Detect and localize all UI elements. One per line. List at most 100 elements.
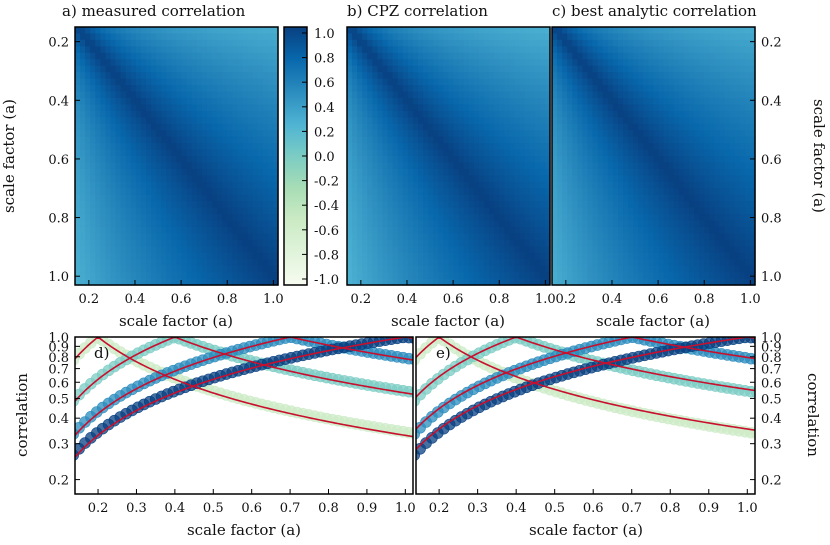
heatmap-cell [473,207,480,215]
heatmap-cell [146,117,152,125]
heatmap-cell [252,110,259,118]
heatmap-cell [694,33,700,41]
heatmap-cell [714,97,721,105]
heatmap-cell [125,149,132,157]
heatmap-cell [352,52,358,60]
heatmap-cell [130,239,137,247]
heatmap-cell [653,156,660,164]
heatmap-cell [597,162,604,170]
x-tick-label: 0.8 [694,292,715,307]
heatmap-cell [267,239,274,247]
heatmap-cell [120,123,127,131]
heatmap-cell [643,194,650,202]
heatmap-cell [509,72,516,80]
heatmap-cell [628,207,634,215]
heatmap-cell [567,149,573,157]
heatmap-cell [504,265,510,273]
heatmap-cell [567,91,573,99]
heatmap-cell [617,259,624,267]
heatmap-cell [514,130,521,138]
heatmap-cell [196,85,203,93]
heatmap-cell [648,117,655,125]
heatmap-cell [744,207,751,215]
heatmap-cell [140,59,147,67]
heatmap-cell [267,91,274,99]
heatmap-cell [577,130,584,138]
y-tick-label: 0.8 [761,212,782,227]
heatmap-cell [85,162,91,170]
heatmap-cell [749,59,756,67]
heatmap-cell [161,239,167,247]
heatmap-cell [387,252,394,260]
heatmap-cell [115,194,122,202]
heatmap-cell [125,259,132,267]
heatmap-cell [658,156,665,164]
heatmap-cell [739,194,746,202]
heatmap-cell [181,130,188,138]
heatmap-cell [438,168,445,176]
heatmap-cell [552,149,558,157]
heatmap-cell [252,33,259,41]
heatmap-cell [643,117,650,125]
heatmap-cell [673,201,680,209]
heatmap-cell [272,194,279,202]
heatmap-cell [683,110,690,118]
heatmap-cell [534,194,541,202]
colorbar-ticks: 1.00.80.60.40.20.0-0.2-0.4-0.6-0.8-1.0 [302,27,339,288]
heatmap-cell [648,130,655,138]
heatmap-cell [448,265,455,273]
heatmap-cell [638,104,644,112]
heatmap-cell [648,91,655,99]
heatmap-cell [232,136,238,144]
heatmap-cell [478,162,485,170]
heatmap-cell [463,59,470,67]
heatmap-cell [201,226,208,234]
heatmap-cell [428,33,434,41]
heatmap-cell [140,156,147,164]
heatmap-cell [729,207,736,215]
heatmap-cell [709,278,715,286]
heatmap-cell [448,59,455,67]
x-tick-label: 0.2 [350,292,371,307]
heatmap-cell [125,130,132,138]
heatmap-cell [438,272,445,280]
heatmap-cell [494,272,500,280]
heatmap-cell [387,233,394,241]
heatmap-cell [494,39,500,47]
heatmap-cell [438,201,445,209]
heatmap-cell [484,52,490,60]
heatmap-cell [392,272,399,280]
heatmap-cell [478,27,485,35]
heatmap-cell [719,259,726,267]
heatmap-cell [734,78,741,86]
heatmap-cell [514,162,521,170]
heatmap-cell [694,194,700,202]
heatmap-cell [418,162,424,170]
heatmap-cell [392,78,399,86]
heatmap-cell [397,239,404,247]
heatmap-cell [100,278,107,286]
heatmap-cell [729,143,736,151]
heatmap-cell [206,278,213,286]
heatmap-cell [227,149,233,157]
heatmap-cell [115,252,122,260]
heatmap-cell [592,156,599,164]
heatmap-cell [242,214,249,222]
heatmap-cell [678,46,685,54]
heatmap-cell [552,194,558,202]
heatmap-cell [704,233,710,241]
heatmap-cell [392,175,399,183]
heatmap-cell [443,188,450,196]
heatmap-cell [597,27,604,35]
heatmap-cell [582,39,589,47]
heatmap-cell [678,52,685,60]
heatmap-cell [166,117,173,125]
heatmap-cell [151,265,157,273]
heatmap-cell [577,65,584,73]
heatmap-cell [206,46,213,54]
heatmap-cell [504,110,510,118]
heatmap-cell [105,259,112,267]
heatmap-cell [120,143,127,151]
heatmap-cell [85,278,91,286]
heatmap-cell [201,78,208,86]
